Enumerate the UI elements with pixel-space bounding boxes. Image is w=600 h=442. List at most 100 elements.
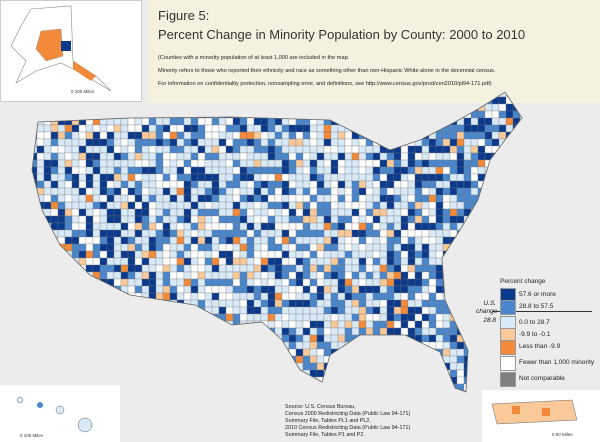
county-cell <box>428 110 437 119</box>
county-cell <box>71 264 80 273</box>
county-cell <box>260 369 269 378</box>
county-cell <box>505 187 514 196</box>
county-cell <box>330 341 339 350</box>
county-cell <box>183 278 192 287</box>
county-cell <box>302 229 311 238</box>
county-cell <box>428 369 437 378</box>
county-cell <box>372 341 381 350</box>
county-cell <box>148 278 157 287</box>
county-cell <box>176 152 185 161</box>
county-cell <box>183 194 192 203</box>
county-cell <box>365 327 374 336</box>
county-cell <box>239 208 248 217</box>
county-cell <box>85 299 94 308</box>
county-cell <box>281 320 290 329</box>
county-cell <box>176 306 185 315</box>
county-cell <box>456 348 465 357</box>
county-cell <box>337 236 346 245</box>
county-cell <box>407 348 416 357</box>
county-cell <box>211 194 220 203</box>
county-cell <box>470 390 479 392</box>
county-cell <box>365 383 374 392</box>
county-cell <box>449 138 458 147</box>
county-cell <box>183 152 192 161</box>
county-cell <box>183 299 192 308</box>
county-cell <box>106 292 115 301</box>
county-cell <box>134 131 143 140</box>
county-cell <box>456 327 465 336</box>
county-cell <box>43 334 52 343</box>
county-cell <box>232 369 241 378</box>
county-cell <box>260 117 269 126</box>
county-cell <box>99 103 108 112</box>
county-cell <box>281 292 290 301</box>
county-cell <box>302 236 311 245</box>
county-cell <box>337 131 346 140</box>
county-cell <box>50 103 59 112</box>
county-cell <box>43 215 52 224</box>
county-cell <box>253 341 262 350</box>
county-cell <box>36 299 45 308</box>
county-cell <box>197 250 206 259</box>
county-cell <box>372 306 381 315</box>
county-cell <box>323 236 332 245</box>
county-cell <box>197 243 206 252</box>
county-cell <box>379 264 388 273</box>
county-cell <box>183 264 192 273</box>
county-cell <box>260 208 269 217</box>
county-cell <box>295 103 304 112</box>
county-cell <box>456 124 465 133</box>
county-cell <box>323 222 332 231</box>
county-cell <box>197 152 206 161</box>
county-cell <box>302 152 311 161</box>
county-cell <box>32 110 38 119</box>
county-cell <box>470 236 479 245</box>
county-cell <box>274 131 283 140</box>
county-cell <box>85 264 94 273</box>
county-cell <box>344 131 353 140</box>
county-cell <box>43 194 52 203</box>
county-cell <box>92 327 101 336</box>
county-cell <box>43 152 52 161</box>
county-cell <box>295 285 304 294</box>
county-cell <box>127 166 136 175</box>
county-cell <box>32 208 38 217</box>
county-cell <box>435 194 444 203</box>
county-cell <box>421 306 430 315</box>
county-cell <box>309 292 318 301</box>
county-cell <box>127 320 136 329</box>
county-cell <box>344 341 353 350</box>
county-cell <box>274 208 283 217</box>
county-cell <box>92 271 101 280</box>
county-cell <box>85 215 94 224</box>
county-cell <box>239 166 248 175</box>
county-cell <box>484 173 493 182</box>
county-cell <box>330 383 339 392</box>
county-cell <box>190 355 199 364</box>
county-cell <box>365 257 374 266</box>
county-cell <box>456 369 465 378</box>
county-cell <box>190 236 199 245</box>
county-cell <box>32 320 38 329</box>
county-cell <box>211 271 220 280</box>
county-cell <box>407 180 416 189</box>
county-cell <box>92 180 101 189</box>
county-cell <box>421 208 430 217</box>
county-cell <box>414 131 423 140</box>
county-cell <box>386 299 395 308</box>
county-cell <box>337 292 346 301</box>
county-cell <box>85 320 94 329</box>
county-cell <box>281 348 290 357</box>
county-cell <box>176 229 185 238</box>
county-cell <box>316 145 325 154</box>
county-cell <box>232 236 241 245</box>
legend-label: 0.0 to 28.7 <box>519 319 550 326</box>
county-cell <box>50 362 59 371</box>
county-cell <box>197 271 206 280</box>
county-cell <box>36 271 45 280</box>
county-cell <box>414 250 423 259</box>
county-cell <box>99 194 108 203</box>
county-cell <box>267 341 276 350</box>
county-cell <box>232 145 241 154</box>
county-cell <box>505 159 514 168</box>
